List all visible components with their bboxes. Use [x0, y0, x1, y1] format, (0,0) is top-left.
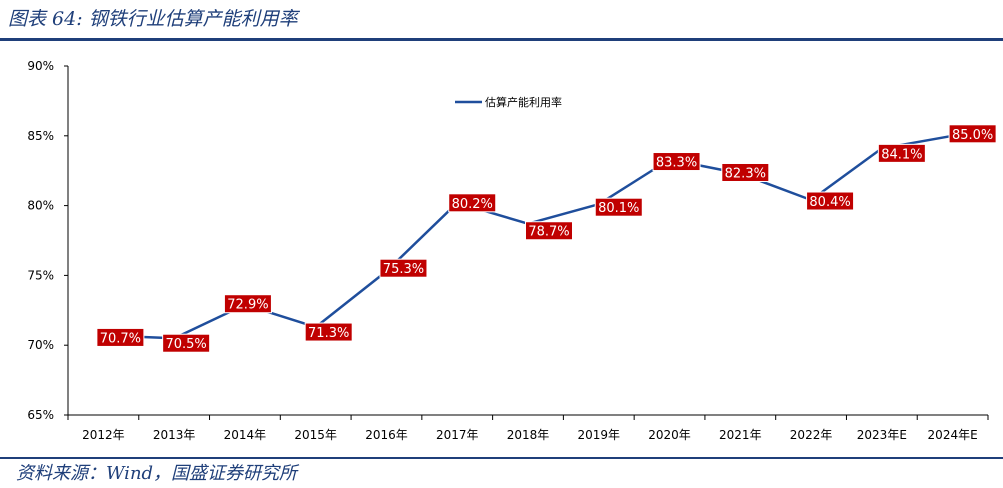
- y-tick-label: 75%: [27, 268, 54, 282]
- data-label: 78.7%: [528, 225, 569, 240]
- x-tick-label: 2017年: [436, 428, 479, 442]
- chart-axes: [67, 66, 988, 416]
- data-label-box: [304, 322, 353, 342]
- data-label-box: [806, 191, 855, 211]
- data-label-box: [948, 124, 997, 144]
- data-label-box: [379, 258, 428, 278]
- x-tick-label: 2024年E: [928, 428, 978, 442]
- data-label: 80.2%: [452, 197, 493, 212]
- x-axis-ticks: 2012年 2013年 2014年 2015年 2016年 2017年 2018年 2019年…: [67, 415, 989, 442]
- data-label: 85.0%: [952, 128, 993, 143]
- y-tick-label: 65%: [27, 408, 54, 422]
- figure-source: 资料来源：Wind，国盛证券研究所: [16, 463, 298, 484]
- x-tick-label: 2015年: [294, 428, 337, 442]
- title-rule: [0, 38, 1003, 41]
- x-tick-label: 2021年: [719, 428, 762, 442]
- data-label: 80.4%: [809, 195, 850, 210]
- data-label-box: [162, 333, 211, 353]
- y-tick-label: 70%: [27, 338, 54, 352]
- data-label: 70.7%: [100, 331, 141, 346]
- data-label: 71.3%: [308, 326, 349, 341]
- figure-title: 图表 64: 钢铁行业估算产能利用率: [8, 8, 298, 30]
- data-label: 70.5%: [165, 337, 206, 352]
- data-label: 72.9%: [227, 298, 268, 313]
- x-tick-label: 2014年: [224, 428, 267, 442]
- data-label-box: [877, 143, 926, 163]
- x-tick-label: 2020年: [648, 428, 691, 442]
- y-tick-label: 90%: [27, 59, 54, 73]
- x-tick-label: 2012年: [82, 428, 125, 442]
- x-tick-label: 2016年: [365, 428, 408, 442]
- y-tick-label: 85%: [27, 129, 54, 143]
- x-tick-label: 2018年: [507, 428, 550, 442]
- data-label-box: [223, 294, 272, 314]
- data-label: 80.1%: [598, 201, 639, 216]
- data-label-box: [652, 152, 701, 172]
- data-label: 84.1%: [881, 147, 922, 162]
- x-tick-label: 2023年E: [857, 428, 907, 442]
- data-label-box: [448, 193, 497, 213]
- data-label: 82.3%: [725, 166, 766, 181]
- x-tick-label: 2022年: [790, 428, 833, 442]
- data-labels: 70.7% 70.5% 72.9% 71.3% 75.3% 80.2% 78.7% 80.1%…: [96, 124, 997, 353]
- y-tick-label: 80%: [27, 199, 54, 213]
- chart-legend: 估算产能利用率: [455, 95, 562, 109]
- data-label: 75.3%: [383, 262, 424, 277]
- y-axis-ticks: 65% 70% 75% 80% 85% 90%: [27, 59, 68, 422]
- data-label-box: [721, 162, 770, 182]
- source-rule: [0, 457, 1003, 459]
- data-label-box: [96, 327, 145, 347]
- data-label-box: [525, 221, 573, 241]
- data-label: 83.3%: [656, 156, 697, 171]
- x-tick-label: 2013年: [153, 428, 196, 442]
- x-tick-label: 2019年: [577, 428, 620, 442]
- legend-label: 估算产能利用率: [485, 95, 562, 109]
- data-label-box: [594, 197, 643, 217]
